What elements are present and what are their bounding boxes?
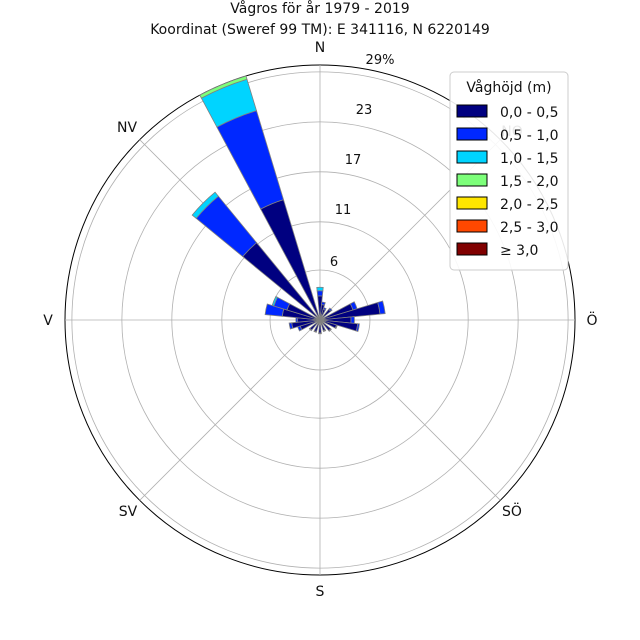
radial-tick-label: 17: [345, 153, 362, 168]
direction-label-so: SÖ: [502, 502, 522, 520]
windrose-bar-segment: [308, 327, 313, 332]
polar-grid: [64, 64, 576, 576]
windrose-bar-segment: [328, 307, 333, 312]
windrose-bar-segment: [316, 290, 324, 297]
radial-tick-label: 23: [356, 103, 373, 118]
windrose-bar-segment: [288, 322, 294, 330]
windrose-bars: [191, 75, 386, 335]
legend-swatch: [456, 219, 488, 233]
radial-tick-label: 6: [330, 255, 338, 270]
legend-label: 1,5 - 2,0: [500, 174, 558, 190]
windrose-bar-segment: [350, 316, 355, 324]
polar-ring: [71, 71, 569, 569]
polar-spoke: [319, 319, 501, 501]
legend-label: 0,5 - 1,0: [500, 128, 558, 144]
windrose-bar-segment: [321, 301, 326, 306]
direction-label-v: V: [43, 313, 53, 329]
windrose-bar-segment: [216, 110, 284, 210]
windrose-bar-segment: [334, 324, 338, 330]
windrose-bar-segment: [316, 286, 324, 292]
windrose-bar-segment: [199, 75, 248, 99]
legend-swatch: [456, 127, 488, 141]
legend-title: Våghöjd (m): [466, 79, 551, 96]
legend-label: 2,5 - 3,0: [500, 220, 558, 236]
polar-ring: [269, 269, 371, 371]
legend-swatch: [456, 150, 488, 164]
legend-swatch: [456, 104, 488, 118]
legend-swatch: [456, 242, 488, 256]
legend-label: 2,0 - 2,5: [500, 197, 558, 213]
polar-spoke: [139, 319, 321, 501]
windrose-bar-segment: [322, 307, 327, 311]
windrose-bar-segment: [318, 332, 322, 335]
chart-title: Vågros för år 1979 - 2019: [230, 0, 409, 17]
direction-label-n: N: [315, 40, 325, 56]
direction-label-s: S: [316, 584, 325, 600]
windrose-bar-segment: [271, 295, 278, 307]
radial-tick-label: 29%: [366, 53, 395, 68]
windrose-bar-segment: [328, 328, 332, 332]
direction-label-sv: SV: [119, 504, 138, 520]
direction-label-nv: NV: [117, 120, 137, 136]
legend-frame: [449, 71, 569, 271]
radial-tick-label: 11: [335, 203, 352, 218]
legend-label: ≥ 3,0: [500, 243, 538, 259]
legend-label: 1,0 - 1,5: [500, 151, 558, 167]
windrose-bar-segment: [295, 317, 299, 323]
legend-label: 0,0 - 0,5: [500, 105, 558, 121]
direction-label-o: Ö: [586, 311, 597, 329]
windrose-bar-segment: [313, 330, 317, 333]
windrose-bar-segment: [322, 329, 327, 333]
windrose-bar-segment: [377, 300, 386, 315]
polar-ring: [221, 221, 419, 419]
polar-ring: [171, 171, 469, 469]
chart-subtitle: Koordinat (Sweref 99 TM): E 341116, N 62…: [150, 22, 490, 38]
windrose-bar-segment: [355, 323, 360, 332]
legend: Våghöjd (m) 0,0 - 0,5 0,5 - 1,0 1,0 - 1,…: [449, 71, 569, 271]
polar-ring: [121, 121, 519, 519]
legend-swatch: [456, 173, 488, 187]
legend-swatch: [456, 196, 488, 210]
windrose-bar-segment: [191, 191, 219, 219]
